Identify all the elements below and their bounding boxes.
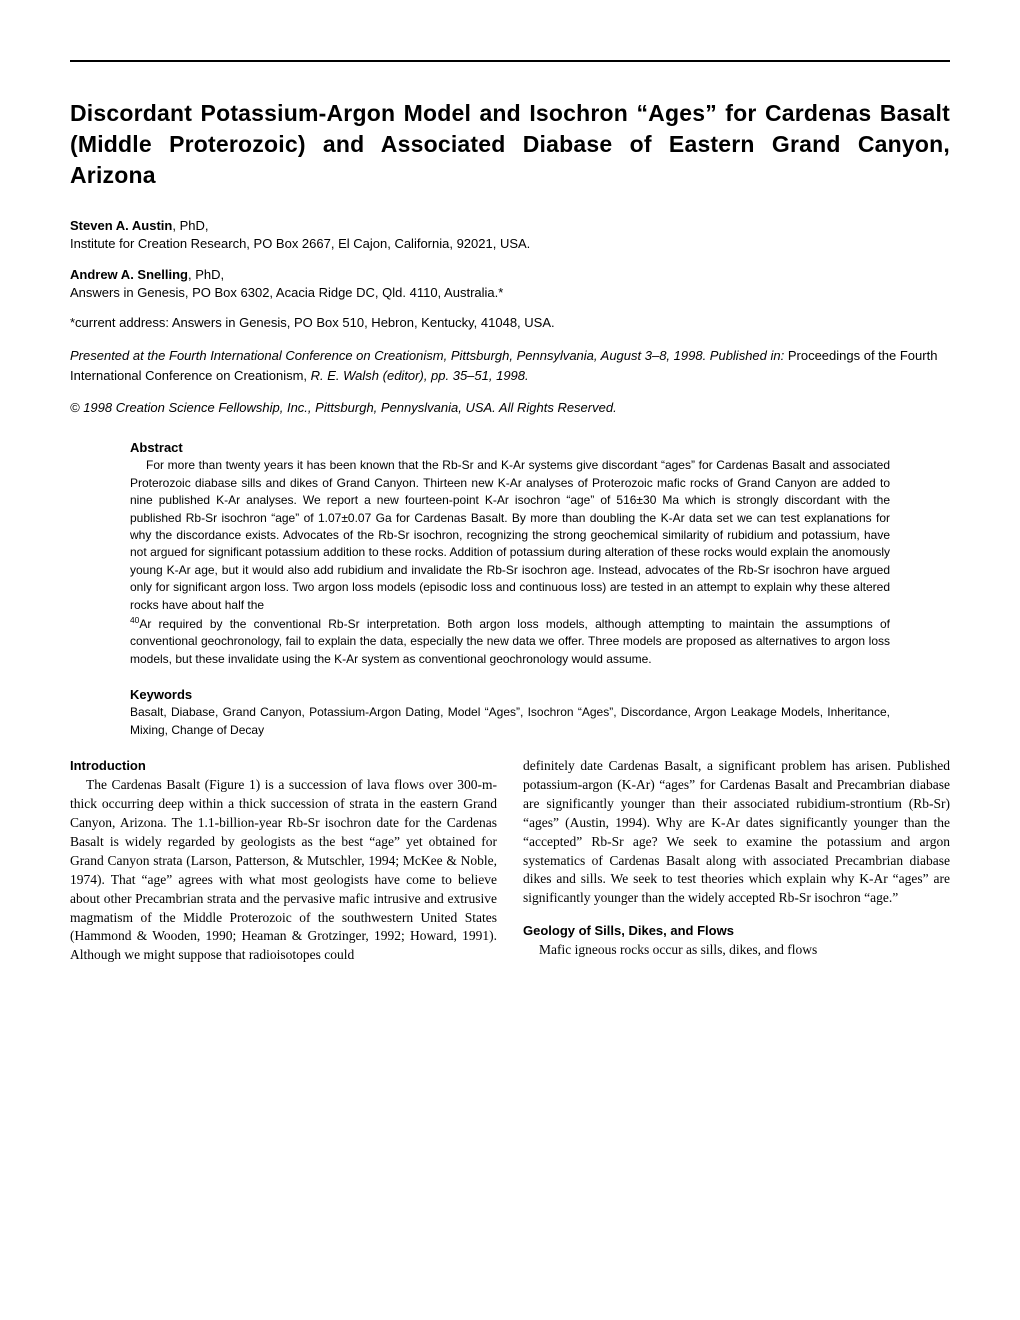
abstract-section: Abstract For more than twenty years it h…	[130, 439, 890, 668]
author-block-1: Steven A. Austin, PhD, Institute for Cre…	[70, 217, 950, 253]
column-right: definitely date Cardenas Basalt, a signi…	[523, 757, 950, 965]
geology-paragraph: Mafic igneous rocks occur as sills, dike…	[523, 941, 950, 960]
author-affil-2: Answers in Genesis, PO Box 6302, Acacia …	[70, 285, 503, 300]
author-degree-1: , PhD,	[172, 218, 208, 233]
copyright-line: © 1998 Creation Science Fellowship, Inc.…	[70, 399, 950, 417]
presentation-note: Presented at the Fourth International Co…	[70, 346, 950, 385]
presented-part2: R. E. Walsh (editor), pp. 35–51, 1998.	[311, 368, 529, 383]
author-degree-2: , PhD,	[188, 267, 224, 282]
keywords-section: Keywords Basalt, Diabase, Grand Canyon, …	[130, 686, 890, 739]
intro-heading: Introduction	[70, 757, 497, 775]
keywords-body: Basalt, Diabase, Grand Canyon, Potassium…	[130, 704, 890, 739]
top-rule	[70, 60, 950, 62]
keywords-heading: Keywords	[130, 686, 890, 704]
abstract-body: For more than twenty years it has been k…	[130, 457, 890, 668]
author-name-2: Andrew A. Snelling	[70, 267, 188, 282]
presented-part1: Presented at the Fourth International Co…	[70, 348, 784, 363]
column-left: Introduction The Cardenas Basalt (Figure…	[70, 757, 497, 965]
address-note: *current address: Answers in Genesis, PO…	[70, 314, 950, 332]
author-block-2: Andrew A. Snelling, PhD, Answers in Gene…	[70, 266, 950, 302]
intro-paragraph-left: The Cardenas Basalt (Figure 1) is a succ…	[70, 776, 497, 965]
abstract-superscript: 40	[130, 615, 139, 625]
author-affil-1: Institute for Creation Research, PO Box …	[70, 236, 530, 251]
abstract-heading: Abstract	[130, 439, 890, 457]
paper-title: Discordant Potassium-Argon Model and Iso…	[70, 98, 950, 191]
geology-heading: Geology of Sills, Dikes, and Flows	[523, 922, 950, 940]
abstract-text-pre: For more than twenty years it has been k…	[130, 457, 890, 614]
abstract-text-post: Ar required by the conventional Rb-Sr in…	[130, 617, 890, 666]
body-columns: Introduction The Cardenas Basalt (Figure…	[70, 757, 950, 965]
intro-paragraph-right: definitely date Cardenas Basalt, a signi…	[523, 757, 950, 908]
author-name-1: Steven A. Austin	[70, 218, 172, 233]
